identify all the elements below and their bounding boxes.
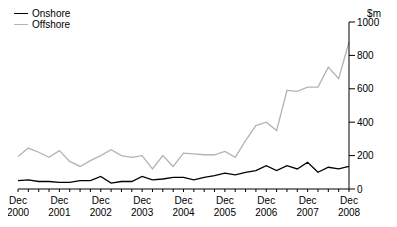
html-text:Onshore: Onshore <box>32 8 71 19</box>
svg-text:Dec2000: Dec2000 <box>8 195 30 218</box>
svg-text:Dec2002: Dec2002 <box>90 195 113 218</box>
svg-text:400: 400 <box>357 117 374 128</box>
svg-text:Dec2008: Dec2008 <box>338 195 361 218</box>
svg-text:200: 200 <box>357 150 374 161</box>
svg-text:Dec2005: Dec2005 <box>214 195 237 218</box>
svg-text:600: 600 <box>357 83 374 94</box>
svg-text:Dec2003: Dec2003 <box>131 195 154 218</box>
svg-text:Dec2007: Dec2007 <box>297 195 320 218</box>
svg-text:Dec2001: Dec2001 <box>48 195 71 218</box>
svg-text:1000: 1000 <box>357 16 380 28</box>
svg-text:800: 800 <box>357 50 374 61</box>
svg-text:0: 0 <box>357 184 363 195</box>
svg-text:Dec2006: Dec2006 <box>255 195 278 218</box>
svg-text:Dec2004: Dec2004 <box>172 195 195 218</box>
html-text:Offshore: Offshore <box>32 19 71 30</box>
html-text:$m: $m <box>367 8 381 19</box>
